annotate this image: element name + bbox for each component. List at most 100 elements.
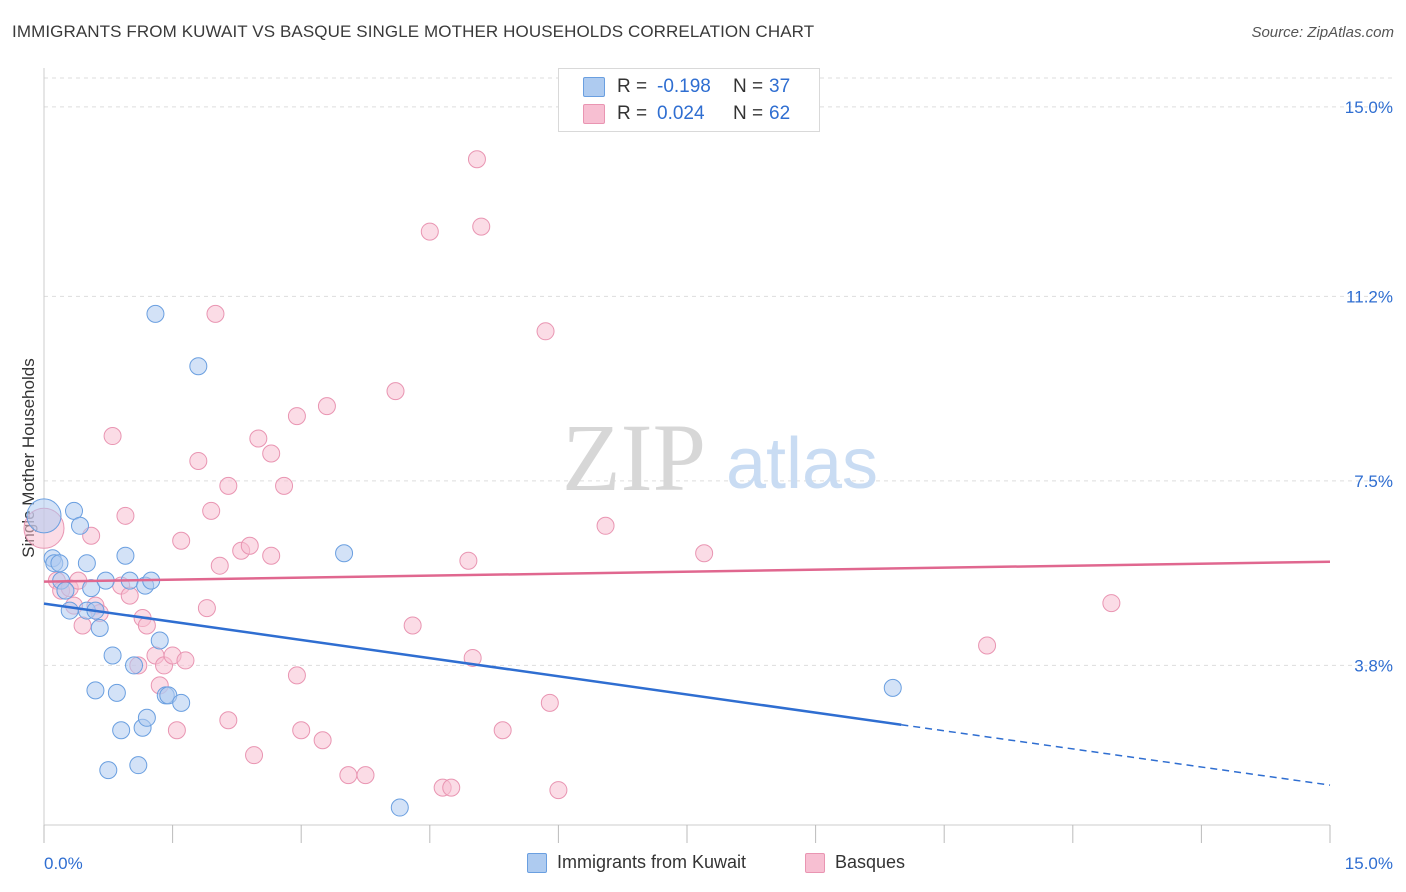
basques-point — [549, 781, 568, 800]
series-label-basques: Basques — [835, 852, 906, 872]
series-swatch-kuwait — [527, 852, 547, 873]
series-swatch-basques — [805, 852, 825, 873]
basques-point — [493, 721, 512, 740]
legend-swatch-kuwait — [583, 77, 605, 97]
legend-n-value: 37 — [769, 76, 791, 97]
basques-point — [176, 651, 195, 670]
kuwait-point — [335, 544, 354, 563]
kuwait-point — [77, 554, 96, 573]
series-legend-kuwait[interactable]: Immigrants from Kuwait — [527, 852, 746, 873]
basques-point — [356, 766, 375, 785]
basques-point — [202, 501, 221, 520]
basques-point — [317, 397, 336, 416]
basques-point — [240, 536, 259, 555]
basques-point — [596, 516, 615, 535]
legend-r-value: -0.198 — [657, 76, 711, 97]
y-tick-label: 7.5% — [1354, 472, 1393, 491]
kuwait-point — [137, 708, 156, 727]
basques-point — [210, 556, 229, 575]
kuwait-trend-line — [43, 602, 902, 727]
kuwait-point — [883, 678, 902, 697]
basques-point — [463, 648, 482, 667]
kuwait-point — [26, 498, 62, 534]
kuwait-point — [189, 357, 208, 376]
legend-r-label: R = — [617, 103, 648, 124]
legend-swatch-basques — [583, 104, 605, 124]
basques-point — [287, 666, 306, 685]
basques-point — [189, 451, 208, 470]
basques-point — [540, 693, 559, 712]
kuwait-trend-extension — [901, 724, 1331, 786]
basques-point — [536, 322, 555, 341]
legend-row-basques: R = 0.024 N = 62 — [583, 102, 790, 126]
legend-r-value: 0.024 — [657, 103, 705, 124]
y-tick-label: 11.2% — [1346, 287, 1393, 306]
series-label-kuwait: Immigrants from Kuwait — [557, 852, 747, 872]
basques-point — [73, 616, 92, 635]
basques-point — [197, 599, 216, 618]
basques-point — [403, 616, 422, 635]
kuwait-point — [103, 646, 122, 665]
axes — [43, 68, 1331, 843]
basques-point — [467, 150, 486, 169]
basques-point — [172, 531, 191, 550]
legend-r-label: R = — [617, 76, 648, 97]
x-tick-label: 0.0% — [44, 854, 83, 873]
basques-point — [287, 407, 306, 426]
watermark: ZIP atlas — [562, 404, 878, 511]
watermark-zip: ZIP — [562, 404, 706, 511]
legend-row-kuwait: R = -0.198 N = 37 — [583, 75, 790, 99]
kuwait-point — [172, 693, 191, 712]
basques-trend-line — [43, 560, 1331, 583]
basques-point — [219, 476, 238, 495]
basques-point — [206, 304, 225, 323]
basques-point — [116, 506, 135, 525]
basques-point — [292, 721, 311, 740]
basques-point — [313, 731, 332, 750]
kuwait-point — [129, 756, 148, 775]
watermark-atlas: atlas — [726, 424, 878, 504]
series-legend-basques[interactable]: Basques — [805, 852, 905, 873]
kuwait-point — [112, 721, 131, 740]
source-label: Source: ZipAtlas.com — [1251, 24, 1394, 41]
basques-point — [120, 586, 139, 605]
legend-n-label: N = — [733, 103, 764, 124]
tick-labels: 3.8% 7.5% 11.2% 15.0% 0.0% 15.0% — [44, 98, 1393, 873]
basques-point — [386, 382, 405, 401]
kuwait-point — [60, 601, 79, 620]
correlation-legend: R = -0.198 N = 37 R = 0.024 N = 62 — [558, 68, 820, 132]
basques-point — [472, 217, 491, 236]
basques-point — [420, 222, 439, 241]
kuwait-point — [71, 516, 90, 535]
basques-point — [459, 551, 478, 570]
kuwait-point — [146, 304, 165, 323]
basques-point — [275, 476, 294, 495]
kuwait-point — [107, 683, 126, 702]
basques-point — [167, 721, 186, 740]
y-tick-label: 3.8% — [1354, 656, 1393, 675]
kuwait-point — [82, 579, 101, 598]
kuwait-point — [50, 554, 69, 573]
kuwait-point — [150, 631, 169, 650]
y-tick-label: 15.0% — [1345, 98, 1393, 117]
chart-title: IMMIGRANTS FROM KUWAIT VS BASQUE SINGLE … — [12, 22, 815, 41]
kuwait-point — [90, 619, 109, 638]
kuwait-point — [65, 501, 84, 520]
trend-lines — [43, 560, 1331, 786]
basques-point — [339, 766, 358, 785]
basques-point — [249, 429, 268, 448]
basques-point — [262, 546, 281, 565]
kuwait-point — [99, 761, 118, 780]
x-tick-label: 15.0% — [1345, 854, 1393, 873]
basques-point — [262, 444, 281, 463]
kuwait-points — [26, 304, 902, 817]
series-legend: Immigrants from Kuwait Basques — [0, 852, 1406, 876]
basques-point — [1102, 594, 1121, 613]
kuwait-point — [86, 681, 105, 700]
kuwait-point — [56, 581, 75, 600]
basques-point — [442, 778, 461, 797]
legend-n-label: N = — [733, 76, 764, 97]
kuwait-point — [390, 798, 409, 817]
legend-n-value: 62 — [769, 103, 791, 124]
